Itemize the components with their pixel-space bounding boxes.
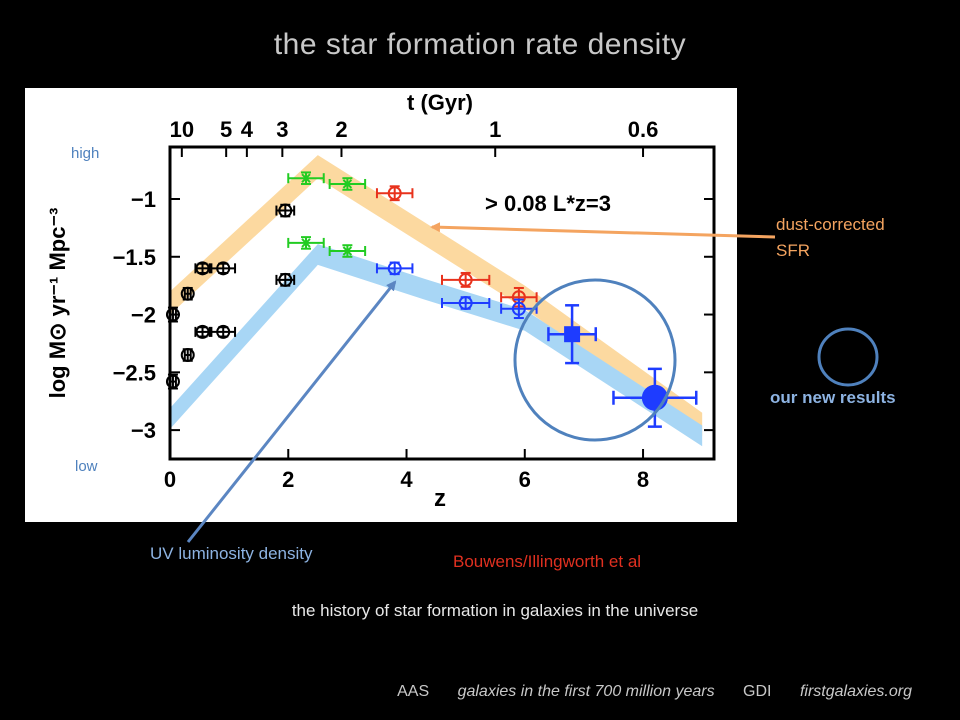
y-tick-label: −1 [131,187,156,212]
y-tick-label: −3 [131,418,156,443]
data-point [458,296,473,310]
data-point [387,261,402,276]
data-point [216,324,231,339]
data-point [342,246,353,256]
x-tick-label: 8 [637,467,649,492]
data-point [195,261,210,276]
top-tick-label: 2 [335,117,347,142]
x-tick-label: 0 [164,467,176,492]
uv-luminosity-label: UV luminosity density [150,544,313,563]
dust-corrected-label: dust-corrected SFR [776,212,936,264]
footer: AAS galaxies in the first 700 million ye… [373,683,912,701]
x-axis-label: z [434,485,446,512]
data-point [301,173,311,183]
legend-ellipse [817,327,879,387]
data-point [180,286,195,301]
footer-aas: AAS [397,683,430,700]
x-tick-label: 6 [519,467,531,492]
top-axis-label: t (Gyr) [407,90,473,115]
data-point [180,348,195,362]
data-point [165,307,180,322]
data-point [195,324,210,339]
our-new-results-label: our new results [770,388,896,407]
y-axis-label: log M⊙ yr⁻¹ Mpc⁻³ [45,208,70,399]
footer-gdi: GDI [743,683,772,700]
data-point [301,238,311,248]
slide-title: the star formation rate density [273,28,687,61]
data-point [278,272,293,287]
data-point [511,301,526,316]
top-tick-label: 10 [170,117,194,142]
y-tick-label: −2 [131,303,156,328]
x-tick-label: 2 [282,467,294,492]
top-tick-label: 5 [220,117,232,142]
top-tick-label: 3 [276,117,288,142]
low-label: low [75,458,98,475]
dust-arrow [430,222,776,239]
chart-panel: 0 2 4 6 8 −1 −1.5 −2 −2.5 −3 10 5 4 3 2 1 0.6 t (Gyr) z … [25,88,737,522]
sfr-density-chart: 0 2 4 6 8−1−1.5−2−2.5−310 5 4 3 2 1 0.6 t (Gyr) z … [45,90,716,512]
uv-band [170,244,703,447]
data-point [216,261,231,276]
data-point [165,374,180,389]
top-tick-label: 4 [241,117,254,142]
uv-arrow [186,280,397,543]
y-tick-label: −1.5 [113,245,156,270]
dust-corrected-line1: dust-corrected [776,215,885,234]
data-point [278,203,293,218]
x-tick-label: 4 [400,467,413,492]
data-point [458,272,473,287]
dust-corrected-line2: SFR [776,241,810,260]
top-tick-label: 0.6 [628,117,659,142]
high-label: high [71,145,100,162]
subtitle: the history of star formation in galaxie… [291,601,699,620]
new-results-ellipse [513,278,677,442]
data-point [342,179,353,189]
credit-label: Bouwens/Illingworth et al [453,552,642,571]
luminosity-cut-label: > 0.08 L*z=3 [485,191,611,216]
top-tick-label: 1 [489,117,501,142]
footer-site: firstgalaxies.org [799,683,912,700]
data-point [564,326,581,343]
plot-frame [168,145,716,461]
y-tick-label: −2.5 [113,360,156,385]
footer-talk: galaxies in the first 700 million years [457,683,715,700]
data-point [387,186,402,201]
